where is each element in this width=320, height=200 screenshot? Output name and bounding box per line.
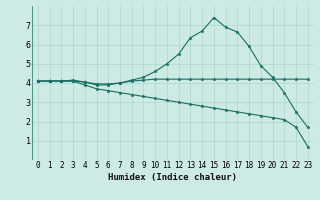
X-axis label: Humidex (Indice chaleur): Humidex (Indice chaleur) bbox=[108, 173, 237, 182]
